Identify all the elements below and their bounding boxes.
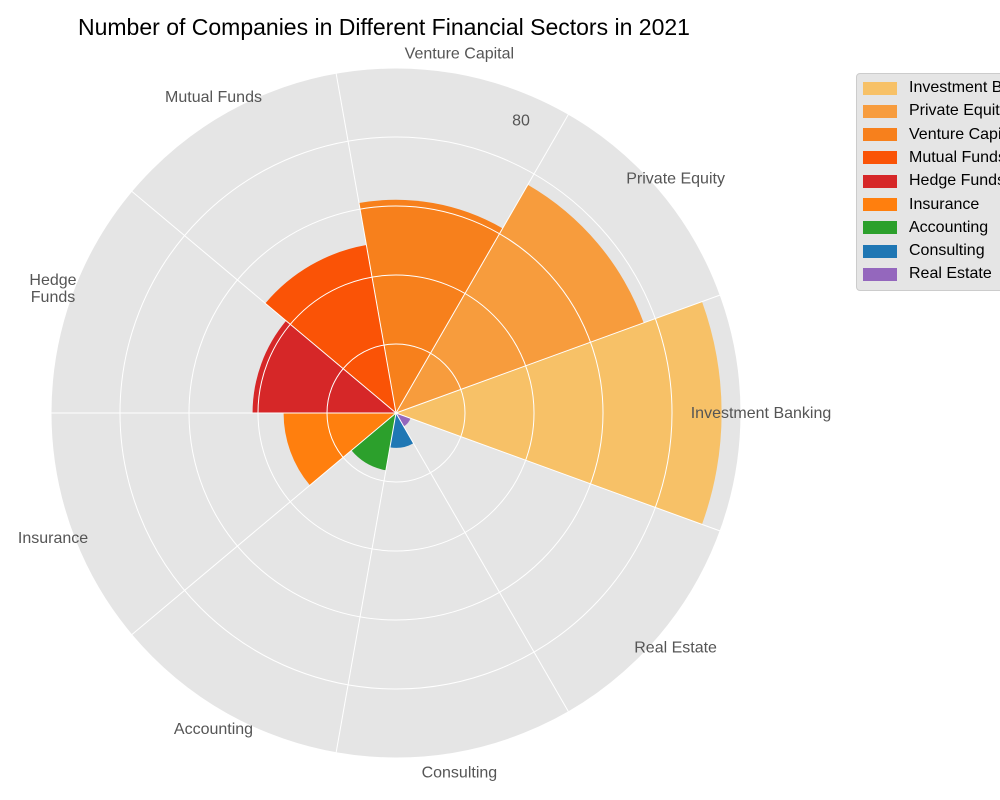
category-label: Venture Capital: [405, 46, 514, 63]
legend-item: Hedge Funds: [863, 171, 1000, 191]
legend-label: Hedge Funds: [909, 172, 1000, 190]
bar-private-equity: [396, 184, 644, 413]
legend-swatch: [863, 198, 897, 211]
bar-real-estate: [396, 413, 411, 427]
grid-spoke: [395, 412, 721, 532]
legend-label: Venture Capital: [909, 125, 1000, 143]
legend-label: Accounting: [909, 218, 989, 236]
category-label: Accounting: [174, 721, 253, 738]
bar-accounting: [351, 413, 396, 471]
legend-label: Insurance: [909, 195, 980, 213]
category-label: Insurance: [18, 530, 88, 547]
legend-label: Real Estate: [909, 265, 992, 283]
grid-spoke: [131, 190, 397, 414]
legend-item: Investment Banking: [863, 78, 1000, 98]
legend-item: Mutual Funds: [863, 148, 1000, 168]
bar-hedge-funds: [252, 320, 396, 413]
legend-label: Mutual Funds: [909, 148, 1000, 166]
bar-investment-banking: [396, 301, 722, 525]
legend-swatch: [863, 151, 897, 165]
legend: Investment Banking Private Equity Venture …: [856, 73, 1000, 291]
bar-consulting: [389, 413, 414, 448]
legend-swatch: [863, 221, 897, 235]
category-label: Consulting: [422, 764, 498, 781]
bar-venture-capital: [358, 199, 503, 413]
legend-item: Private Equity: [863, 101, 1000, 121]
legend-swatch: [863, 128, 897, 142]
legend-item: Venture Capital: [863, 125, 1000, 145]
radial-tick-label: 80: [512, 112, 530, 129]
legend-swatch: [863, 267, 897, 281]
bars-group: [252, 184, 722, 525]
grid-spoke: [395, 113, 569, 414]
grid-spoke: [131, 412, 397, 636]
grid-spoke: [395, 294, 721, 414]
legend-swatch: [863, 244, 897, 258]
legend-label: Investment Banking: [909, 79, 1000, 96]
legend-item: Consulting: [863, 241, 985, 261]
grid-group: [50, 67, 742, 759]
legend-swatch: [863, 104, 897, 118]
legend-item: Insurance: [863, 195, 979, 215]
legend-item: Accounting: [863, 218, 988, 238]
category-label: Private Equity: [626, 170, 725, 187]
category-label: Investment Banking: [691, 405, 832, 422]
grid-spoke: [395, 412, 569, 713]
legend-swatch: [863, 174, 897, 188]
grid-spoke: [335, 73, 397, 414]
category-label: Hedge Funds: [29, 272, 76, 306]
category-label: Mutual Funds: [165, 89, 262, 106]
grid-spoke: [335, 412, 397, 753]
legend-swatch: [863, 81, 897, 95]
legend-item: Real Estate: [863, 264, 992, 284]
legend-label: Private Equity: [909, 102, 1000, 120]
legend-label: Consulting: [909, 242, 985, 260]
category-label: Real Estate: [634, 640, 717, 657]
chart-title: Number of Companies in Different Financi…: [78, 14, 690, 40]
labels-group: Investment Banking Private Equity Venture …: [18, 46, 831, 782]
bar-mutual-funds: [265, 245, 396, 413]
bar-insurance: [283, 413, 396, 486]
